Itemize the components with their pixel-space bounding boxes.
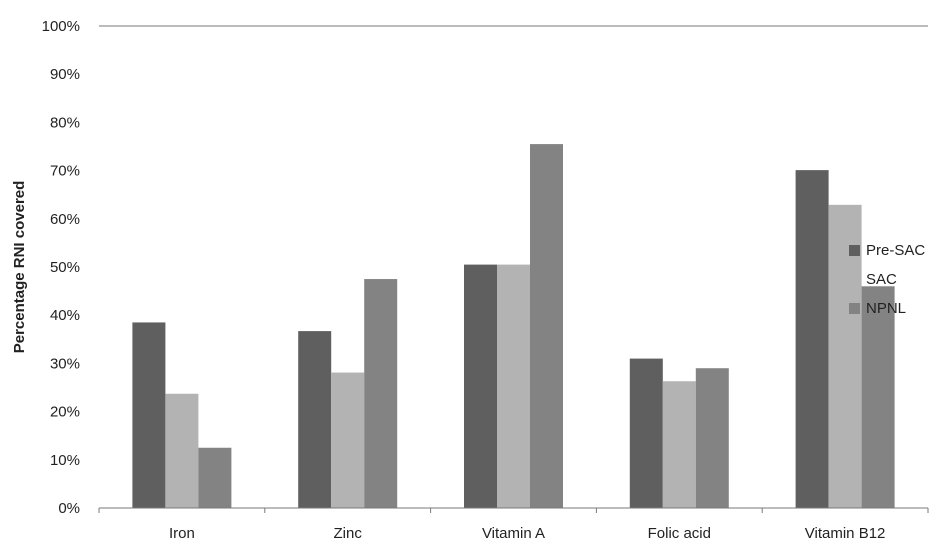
bar-pre-sac-vitamin-b12 (795, 170, 829, 509)
x-axis-category-labels: Iron Zinc Vitamin A Folic acid Vitamin B12 (169, 525, 885, 542)
legend-swatch (849, 303, 860, 314)
legend-label: SAC (866, 271, 897, 288)
legend-swatch (849, 274, 860, 285)
x-category-label: Folic acid (648, 525, 711, 542)
y-tick-label: 10% (50, 452, 80, 469)
x-category-label: Zinc (334, 525, 363, 542)
x-category-label: Vitamin B12 (805, 525, 886, 542)
y-tick-label: 50% (50, 259, 80, 276)
y-axis-tick-labels: 0% 10% 20% 30% 40% 50% 60% 70% 80% 90% 100% (42, 18, 80, 517)
bar-npnl-folic-acid (695, 368, 729, 508)
y-tick-label: 20% (50, 404, 80, 421)
x-category-label: Iron (169, 525, 195, 542)
legend-swatch (849, 245, 860, 256)
y-tick-label: 40% (50, 307, 80, 324)
bar-sac-vitamin-a (497, 264, 530, 508)
bar-pre-sac-iron (132, 322, 166, 508)
bar-sac-folic-acid (662, 381, 696, 508)
bar-npnl-iron (198, 447, 232, 508)
y-tick-label: 80% (50, 114, 80, 131)
y-tick-label: 0% (58, 500, 80, 517)
y-axis-label: Percentage RNI covered (11, 181, 28, 354)
y-tick-label: 60% (50, 211, 80, 228)
bar-pre-sac-folic-acid (629, 358, 663, 508)
bar-pre-sac-vitamin-a (464, 264, 497, 508)
y-tick-label: 30% (50, 355, 80, 372)
y-tick-label: 70% (50, 163, 80, 180)
plot-bars (132, 144, 895, 509)
bar-sac-iron (165, 393, 199, 508)
x-axis-tick-marks (98, 508, 929, 513)
y-tick-label: 100% (42, 18, 80, 35)
bar-sac-zinc (331, 372, 365, 508)
legend-label: NPNL (866, 300, 906, 317)
bar-npnl-vitamin-b12 (861, 286, 895, 508)
bar-pre-sac-zinc (298, 331, 332, 508)
legend-label: Pre-SAC (866, 242, 925, 259)
y-tick-label: 90% (50, 66, 80, 83)
x-category-label: Vitamin A (482, 525, 545, 542)
bar-npnl-zinc (364, 279, 398, 508)
bar-npnl-vitamin-a (530, 144, 563, 508)
legend: Pre-SAC SAC NPNL (849, 242, 925, 317)
